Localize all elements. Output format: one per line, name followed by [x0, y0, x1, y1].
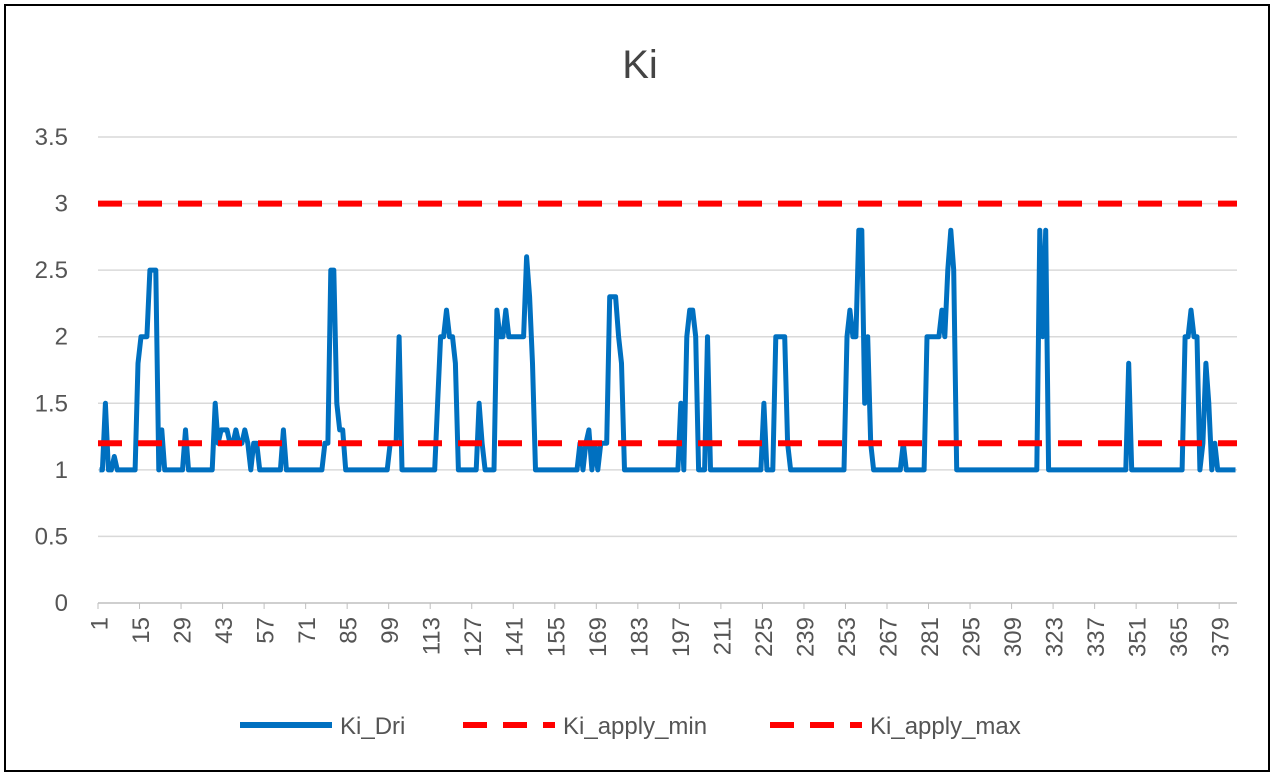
- x-tick-label: 1: [86, 617, 113, 630]
- legend-label-ki-apply-max: Ki_apply_max: [870, 713, 1021, 740]
- chart-title: Ki: [622, 43, 658, 87]
- y-axis-ticks: 0 0.5 1 1.5 2 2.5 3 3.5: [35, 124, 68, 617]
- x-tick-label: 15: [128, 617, 155, 644]
- x-tick-label: 57: [253, 617, 280, 644]
- legend-label-ki-dri: Ki_Dri: [340, 713, 405, 740]
- x-tick-label: 351: [1125, 617, 1152, 657]
- y-tick-label: 1.5: [35, 390, 68, 417]
- x-tick-label: 183: [626, 617, 653, 657]
- x-tick-label: 113: [419, 617, 446, 655]
- x-tick-label: 43: [211, 617, 238, 644]
- x-tick-label: 211: [709, 617, 736, 655]
- x-tick-label: 141: [502, 617, 529, 657]
- legend-label-ki-apply-min: Ki_apply_min: [563, 713, 707, 740]
- legend: Ki_Dri Ki_apply_min Ki_apply_max: [240, 713, 1021, 740]
- x-tick-label: 281: [917, 617, 944, 657]
- x-tick-label: 365: [1166, 617, 1193, 657]
- x-tick-label: 71: [294, 617, 321, 644]
- x-tick-label: 99: [377, 617, 404, 644]
- y-tick-label: 2.5: [35, 257, 68, 284]
- x-tick-label: 379: [1208, 617, 1235, 657]
- x-tick-label: 253: [834, 617, 861, 657]
- x-tick-label: 169: [585, 617, 612, 657]
- x-tick-label: 155: [543, 617, 570, 657]
- ki-dri-line: [99, 227, 1236, 473]
- x-tick-label: 309: [1000, 617, 1027, 657]
- x-tick-label: 239: [792, 617, 819, 657]
- y-tick-label: 0.5: [35, 523, 68, 550]
- x-axis-ticks: 1 15 29 43 57 71 85 99 113 127 141 155 169 183 197 211 2…: [86, 603, 1235, 657]
- chart-frame: [4, 4, 1270, 772]
- x-tick-label: 337: [1083, 617, 1110, 657]
- y-tick-label: 3: [55, 191, 68, 218]
- y-tick-label: 2: [55, 324, 68, 351]
- x-tick-label: 225: [751, 617, 778, 657]
- y-tick-label: 1: [55, 457, 68, 484]
- series-lines: [98, 200, 1237, 473]
- x-tick-label: 85: [336, 617, 363, 644]
- x-tick-label: 197: [668, 617, 695, 657]
- x-tick-label: 267: [875, 617, 902, 657]
- y-tick-label: 0: [55, 590, 68, 617]
- gridlines: [98, 136, 1237, 604]
- x-tick-label: 29: [170, 617, 197, 644]
- x-tick-label: 295: [959, 617, 986, 657]
- y-tick-label: 3.5: [35, 124, 68, 151]
- x-tick-label: 127: [460, 617, 487, 657]
- x-tick-label: 323: [1042, 617, 1069, 657]
